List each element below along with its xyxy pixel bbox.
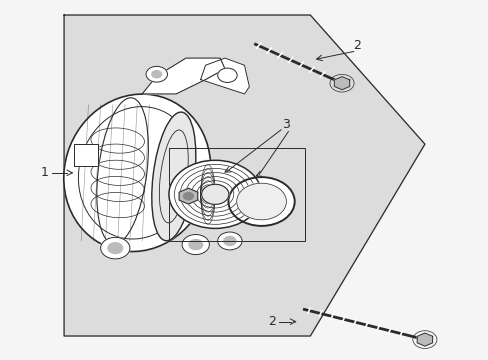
Circle shape [152,71,161,78]
Ellipse shape [194,160,216,228]
Polygon shape [334,77,349,90]
Circle shape [183,193,193,200]
Circle shape [108,243,122,253]
Polygon shape [416,333,432,346]
Circle shape [236,183,286,220]
Polygon shape [142,58,224,94]
Text: 2: 2 [352,39,360,52]
Bar [193,171,220,182]
Ellipse shape [63,94,210,252]
Circle shape [228,177,294,226]
Circle shape [217,68,237,82]
Polygon shape [74,144,98,166]
Circle shape [217,232,242,250]
Circle shape [146,66,167,82]
Circle shape [168,160,261,228]
Ellipse shape [97,98,148,244]
Circle shape [188,239,202,249]
Circle shape [224,237,236,246]
Polygon shape [64,15,424,336]
Polygon shape [200,58,249,94]
Circle shape [201,184,228,204]
Bar [193,171,220,182]
Polygon shape [179,188,197,204]
Text: 1: 1 [41,166,48,179]
Text: 2: 2 [268,315,276,328]
Circle shape [182,234,209,255]
Ellipse shape [151,112,195,241]
Text: 3: 3 [282,118,289,131]
Circle shape [101,237,130,259]
